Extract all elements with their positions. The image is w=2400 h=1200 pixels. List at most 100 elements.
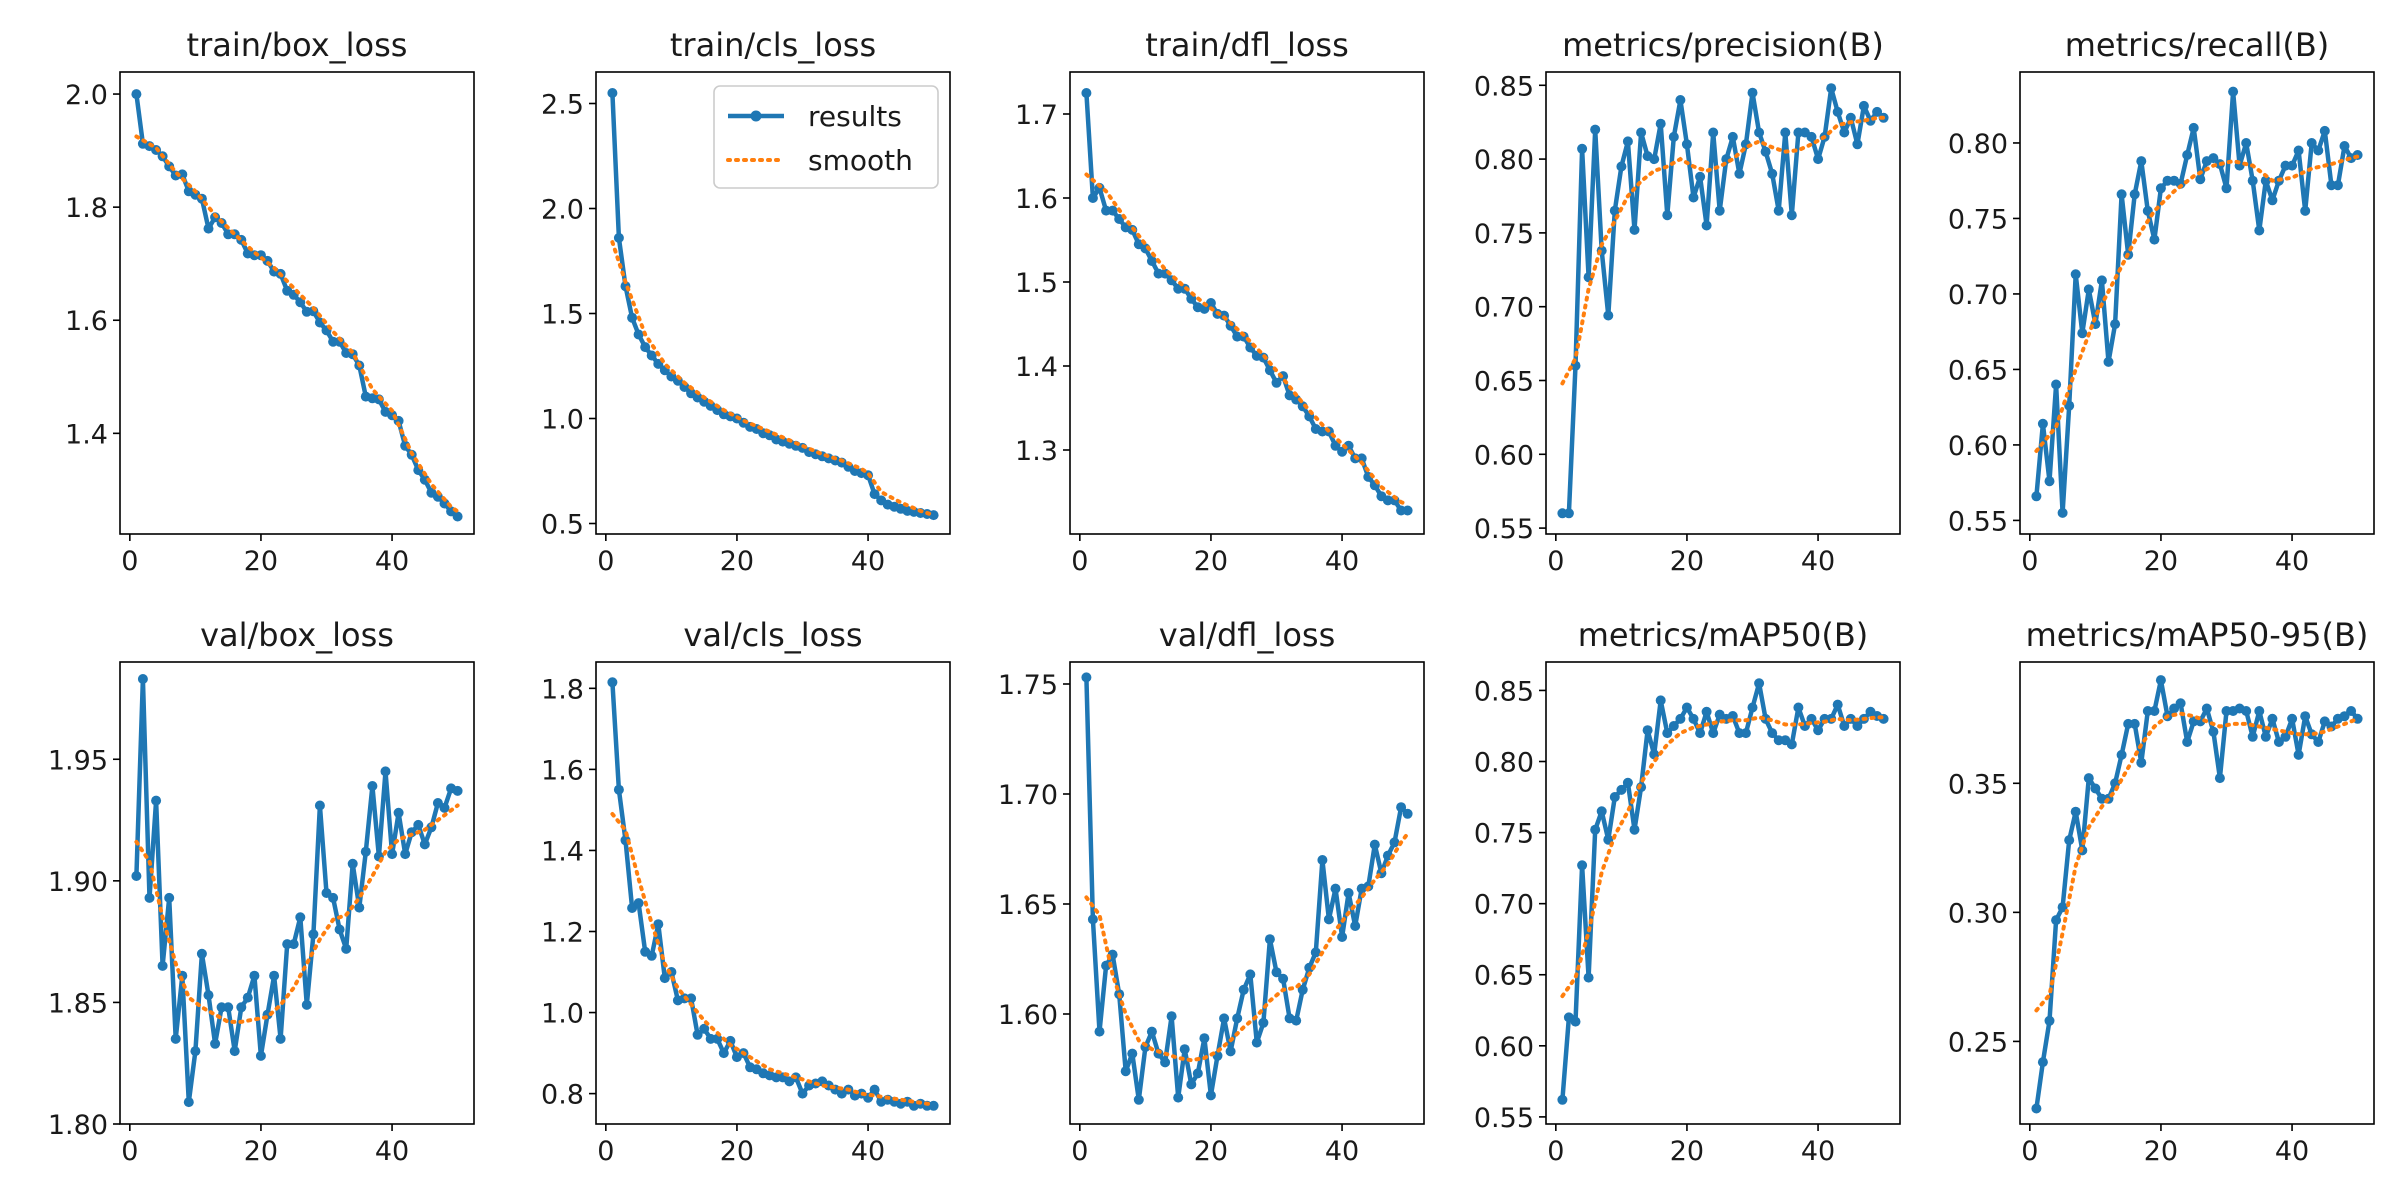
results-point	[869, 489, 880, 500]
results-point	[2037, 418, 2048, 429]
y-tick-label: 1.2	[541, 918, 584, 949]
results-point	[1356, 453, 1367, 464]
results-point	[1642, 725, 1653, 736]
smooth-line	[2034, 711, 2360, 1013]
results-point	[236, 1002, 247, 1013]
results-point	[439, 802, 450, 813]
results-point	[1173, 1092, 1184, 1103]
y-tick-label: 0.75	[1474, 219, 1534, 250]
results-point	[2267, 195, 2278, 206]
y-tick-label: 0.55	[1948, 506, 2008, 537]
y-tick-label: 1.6	[65, 306, 108, 337]
results-point	[2110, 319, 2121, 330]
y-tick-label: 1.4	[65, 419, 108, 450]
y-tick-label: 2.0	[65, 80, 108, 111]
results-point	[387, 849, 398, 860]
results-point	[1094, 1026, 1105, 1037]
x-tick-label: 40	[851, 1136, 885, 1167]
x-tick-label: 40	[1325, 546, 1359, 577]
results-point	[2260, 175, 2271, 186]
results-point	[413, 819, 424, 830]
results-point	[1662, 210, 1673, 221]
y-tick-label: 0.30	[1948, 898, 2008, 929]
x-tick-label: 40	[375, 546, 409, 577]
results-point	[275, 1033, 286, 1044]
results-point	[1271, 967, 1282, 978]
results-point	[1219, 1013, 1230, 1024]
results-point	[2241, 138, 2252, 148]
results-point	[2155, 183, 2166, 194]
results-point	[203, 990, 214, 1001]
results-point	[1622, 777, 1633, 788]
results-point	[2149, 706, 2160, 716]
subplot-metrics-map50-b: metrics/mAP50(B) 0 20 40 0.55 0.60 0.65 0.70 0.7…	[1474, 616, 1901, 1167]
y-tick-label: 0.60	[1474, 440, 1534, 471]
results-point	[1251, 1037, 1262, 1048]
results-point	[400, 849, 411, 860]
results-point	[2031, 1103, 2042, 1114]
results-point	[2096, 275, 2107, 286]
results-point	[360, 846, 371, 857]
results-point	[2346, 706, 2357, 716]
y-tick-label: 0.55	[1474, 514, 1534, 545]
results-point	[2090, 783, 2101, 794]
subplot-title: metrics/precision(B)	[1562, 26, 1884, 64]
results-point	[1701, 706, 1712, 717]
axes-frame	[1069, 71, 1425, 535]
results-point	[1688, 713, 1699, 724]
y-tick-label: 1.80	[48, 1110, 108, 1141]
subplot-train-cls-loss: train/cls_loss 0 20 40 0.5 1.0 1.5 2.0 2.5	[541, 26, 951, 577]
results-point	[928, 510, 939, 521]
results-point	[869, 1084, 880, 1095]
results-point	[1389, 837, 1400, 848]
results-point	[2044, 1015, 2055, 1026]
results-point	[1087, 193, 1098, 203]
axes-frame	[119, 71, 475, 535]
results-point	[1629, 824, 1640, 835]
y-tick-label: 0.85	[1474, 71, 1534, 102]
results-point	[2319, 125, 2330, 136]
y-tick-label: 1.60	[998, 1000, 1058, 1031]
results-point	[288, 939, 299, 950]
x-tick-label: 40	[1325, 1136, 1359, 1167]
y-tick-label: 2.5	[541, 90, 584, 121]
results-point	[131, 89, 142, 100]
results-point	[928, 1100, 939, 1111]
x-tick-label: 0	[2021, 546, 2038, 577]
results-line	[2034, 677, 2360, 1109]
results-point	[2037, 1057, 2048, 1068]
results-point	[1668, 131, 1679, 142]
results-point	[1695, 728, 1706, 739]
results-point	[2070, 269, 2081, 280]
results-point	[2116, 189, 2127, 200]
results-point	[1754, 127, 1765, 138]
results-point	[1603, 310, 1614, 321]
results-point	[1675, 713, 1686, 724]
results-point	[1245, 969, 1256, 980]
y-tick-label: 1.0	[541, 405, 584, 436]
legend-results-marker	[750, 110, 762, 122]
results-point	[1133, 1094, 1144, 1105]
results-point	[367, 781, 378, 791]
axes-frame	[595, 661, 951, 1125]
results-point	[354, 902, 365, 913]
results-point	[157, 960, 168, 971]
subplot-train-box-loss: train/box_loss 0 20 40 1.4 1.6 1.8 2.0	[65, 26, 475, 577]
results-point	[328, 892, 339, 903]
x-tick-label: 0	[597, 1136, 614, 1167]
results-point	[2300, 205, 2311, 216]
axes-frame	[595, 71, 951, 535]
results-point	[229, 1046, 240, 1057]
results-point	[2057, 507, 2068, 518]
x-tick-label: 20	[720, 546, 754, 577]
results-point	[2247, 175, 2258, 186]
results-point	[646, 950, 657, 961]
x-tick-label: 40	[1801, 1136, 1835, 1167]
results-point	[2214, 773, 2225, 784]
y-tick-label: 0.80	[1948, 129, 2008, 160]
subplot-metrics-precision-b: metrics/precision(B) 0 20 40 0.55 0.60 0.65 0.7…	[1474, 26, 1901, 577]
results-point	[1740, 728, 1751, 739]
results-point	[1323, 914, 1334, 925]
x-tick-label: 20	[1670, 1136, 1704, 1167]
results-point	[1675, 95, 1686, 105]
